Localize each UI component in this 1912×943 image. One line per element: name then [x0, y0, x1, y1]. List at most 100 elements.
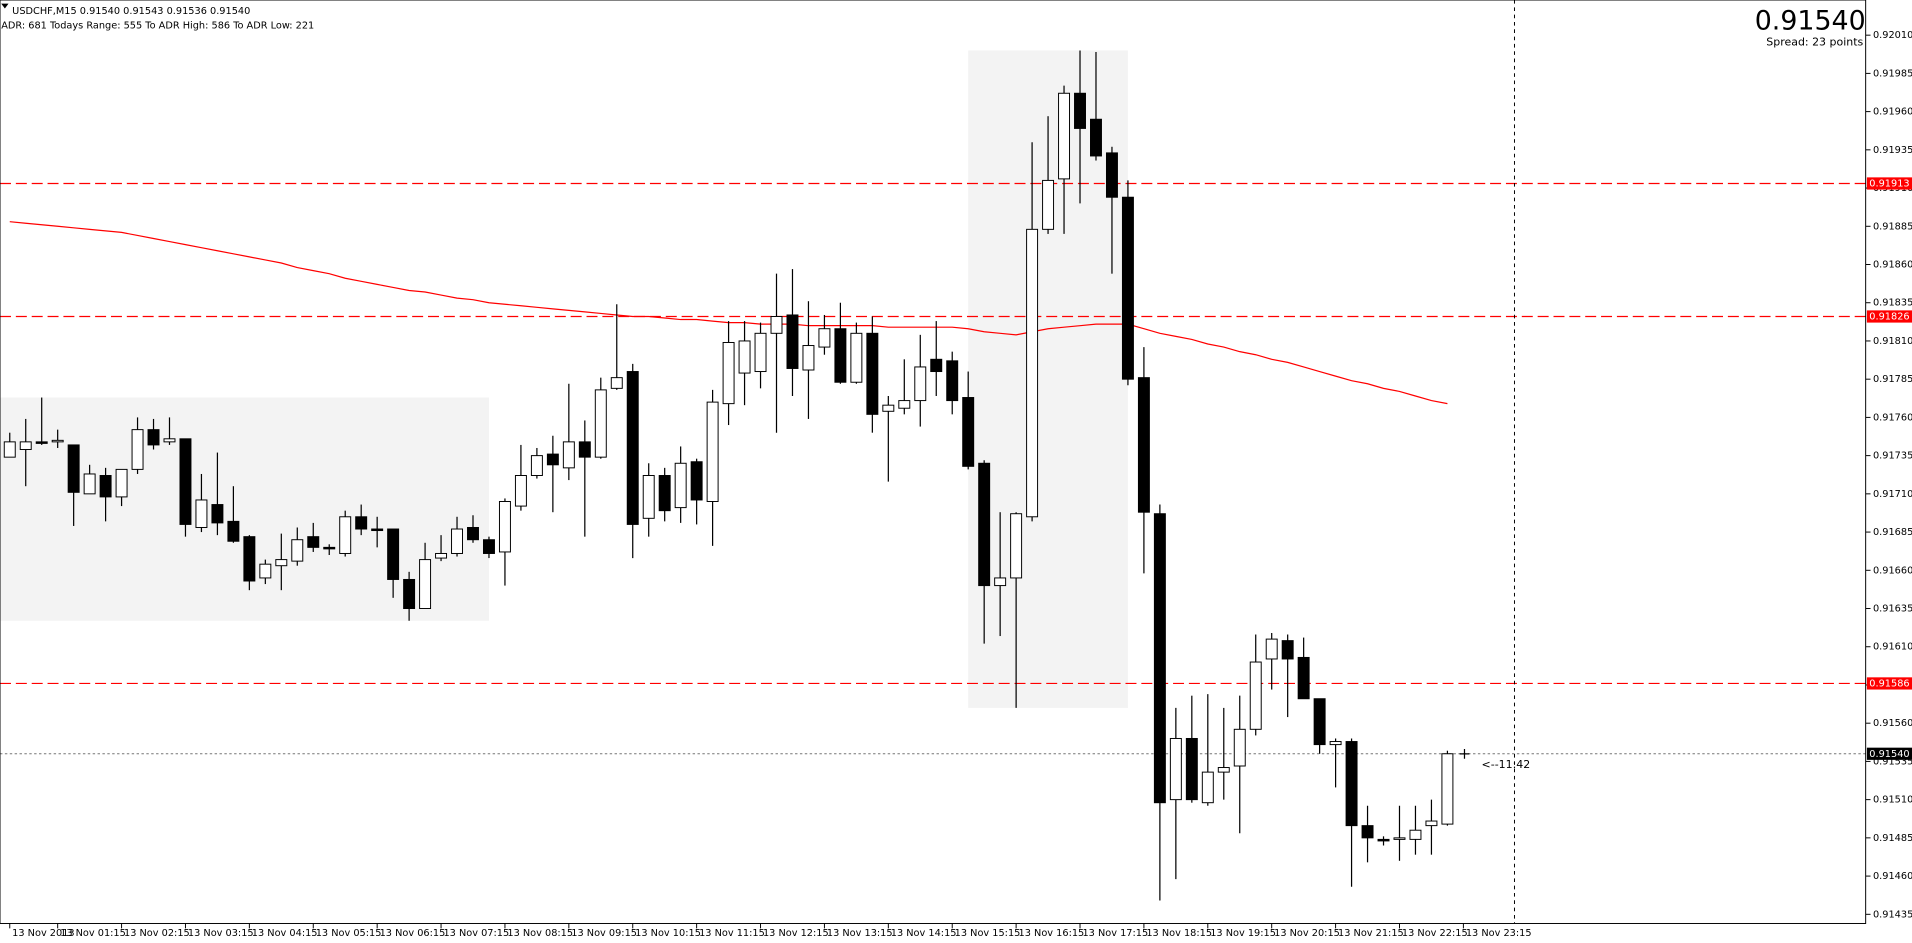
candle-body — [115, 468, 128, 498]
candle-body — [1297, 656, 1310, 700]
candle-body — [1058, 92, 1071, 180]
candle-body — [1313, 698, 1326, 746]
y-tick-label: 0.91810 — [1873, 336, 1912, 347]
candle-body — [1425, 820, 1438, 827]
crosshair — [1459, 749, 1470, 759]
candle-body — [1377, 838, 1390, 842]
candle-body — [467, 526, 479, 541]
candle-body — [1137, 377, 1150, 513]
candle-body — [51, 439, 64, 443]
menu-arrow[interactable] — [1, 3, 9, 9]
y-tick-label: 0.91635 — [1873, 604, 1912, 615]
candle-body — [1249, 661, 1262, 730]
candle-body — [946, 360, 959, 402]
candle-body — [578, 441, 591, 458]
x-tick-label: 13 Nov 16:15 — [1019, 928, 1085, 939]
level-label-bg — [1866, 677, 1912, 690]
candle-body — [1233, 728, 1246, 767]
x-tick-label: 13 Nov 07:15 — [443, 928, 509, 939]
candle-body — [387, 528, 400, 580]
current-price: 0.91540 — [1755, 5, 1866, 36]
x-tick-label: 13 Nov 10:15 — [635, 928, 701, 939]
x-tick-label: 13 Nov 18:15 — [1146, 928, 1212, 939]
level-label-bg — [1866, 177, 1912, 190]
candle-body — [930, 358, 943, 373]
x-tick-label: 13 Nov 12:15 — [763, 928, 829, 939]
candle-body — [83, 473, 96, 495]
candle-body — [1201, 771, 1214, 804]
y-tick-label: 0.91985 — [1873, 68, 1912, 79]
zones — [0, 50, 1128, 708]
candle-body — [1393, 837, 1406, 840]
candle-body — [770, 316, 783, 334]
x-tick-label: 13 Nov 05:15 — [316, 928, 382, 939]
candle-body — [546, 453, 559, 466]
y-tick-label: 0.91460 — [1873, 871, 1912, 882]
y-tick-label: 0.91685 — [1873, 527, 1912, 538]
candle-body — [323, 546, 336, 550]
candle-body — [786, 314, 799, 369]
y-tick-label: 0.91510 — [1873, 795, 1912, 806]
candle-body — [227, 520, 240, 542]
x-tick-label: 13 Nov 09:15 — [571, 928, 637, 939]
candle-body — [818, 328, 831, 348]
y-tick-label: 0.91610 — [1873, 642, 1912, 653]
candle-body — [850, 332, 863, 383]
y-tick-label: 0.91435 — [1873, 909, 1912, 920]
candle-body — [498, 501, 511, 553]
x-tick-label: 13 Nov 01:15 — [60, 928, 126, 939]
candle-body — [1265, 638, 1278, 660]
x-tick-label: 13 Nov 22:15 — [1402, 928, 1468, 939]
y-tick-label: 0.91860 — [1873, 260, 1912, 271]
y-tick-label: 0.91535 — [1873, 756, 1912, 767]
candles — [3, 50, 1454, 901]
candle-body — [562, 441, 575, 469]
candle-body — [866, 332, 879, 415]
x-tick-label: 13 Nov 13:15 — [827, 928, 893, 939]
x-tick-label: 13 Nov 20:15 — [1274, 928, 1340, 939]
x-tick-label: 13 Nov 08:15 — [507, 928, 573, 939]
candle-body — [419, 559, 432, 610]
y-tick-label: 0.91785 — [1873, 374, 1912, 385]
y-tick-label: 0.91560 — [1873, 718, 1912, 729]
x-tick-label: 13 Nov 11:15 — [699, 928, 765, 939]
candle-body — [147, 429, 160, 446]
y-tick-label: 0.91960 — [1873, 107, 1912, 118]
spread: Spread: 23 points — [1766, 36, 1863, 49]
y-tick-label: 0.91835 — [1873, 298, 1912, 309]
x-tick-label: 13 Nov 04:15 — [252, 928, 318, 939]
x-tick-label: 13 Nov 23:15 — [1466, 928, 1532, 939]
candle-body — [610, 377, 623, 389]
candle-body — [1361, 825, 1374, 839]
candle-body — [1409, 829, 1422, 840]
y-tick-label: 0.91885 — [1873, 221, 1912, 232]
candle-body — [339, 516, 352, 554]
candle-body — [35, 441, 48, 444]
y-tick-label: 0.91760 — [1873, 412, 1912, 423]
x-tick-label: 13 Nov 02:15 — [124, 928, 190, 939]
x-tick-label: 13 Nov 17:15 — [1082, 928, 1148, 939]
x-tick-label: 13 Nov 19:15 — [1210, 928, 1276, 939]
candle-body — [754, 332, 767, 373]
candle-body — [898, 400, 911, 409]
candle-body — [658, 475, 671, 512]
candle-body — [179, 438, 192, 525]
candle-body — [1010, 513, 1023, 579]
candle-body — [1074, 92, 1086, 129]
candle-body — [706, 401, 719, 502]
y-tick-label: 0.91485 — [1873, 833, 1912, 844]
axes: 0.920100.919850.919600.919350.919100.918… — [9, 30, 1912, 939]
level-label-bg — [1866, 310, 1912, 323]
candle-body — [1153, 513, 1166, 804]
candle-body — [690, 461, 703, 501]
candle-body — [626, 371, 639, 525]
level-label: 0.91586 — [1869, 678, 1909, 689]
candle-body — [19, 441, 32, 450]
candle-body — [275, 559, 288, 567]
candle-body — [1026, 228, 1039, 518]
candle-body — [1329, 741, 1342, 746]
candle-body — [834, 328, 847, 383]
candle-body — [1090, 118, 1102, 157]
candle-body — [530, 455, 543, 476]
